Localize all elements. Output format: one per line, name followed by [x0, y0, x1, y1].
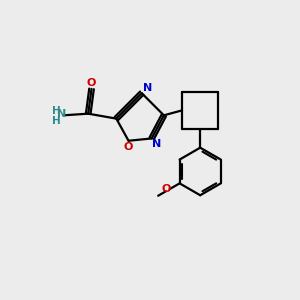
- Text: O: O: [162, 184, 171, 194]
- Text: O: O: [86, 78, 96, 88]
- Text: H: H: [52, 116, 61, 126]
- Text: N: N: [152, 140, 161, 149]
- Text: N: N: [57, 109, 66, 119]
- Text: N: N: [143, 83, 152, 93]
- Text: H: H: [52, 106, 61, 116]
- Text: O: O: [123, 142, 133, 152]
